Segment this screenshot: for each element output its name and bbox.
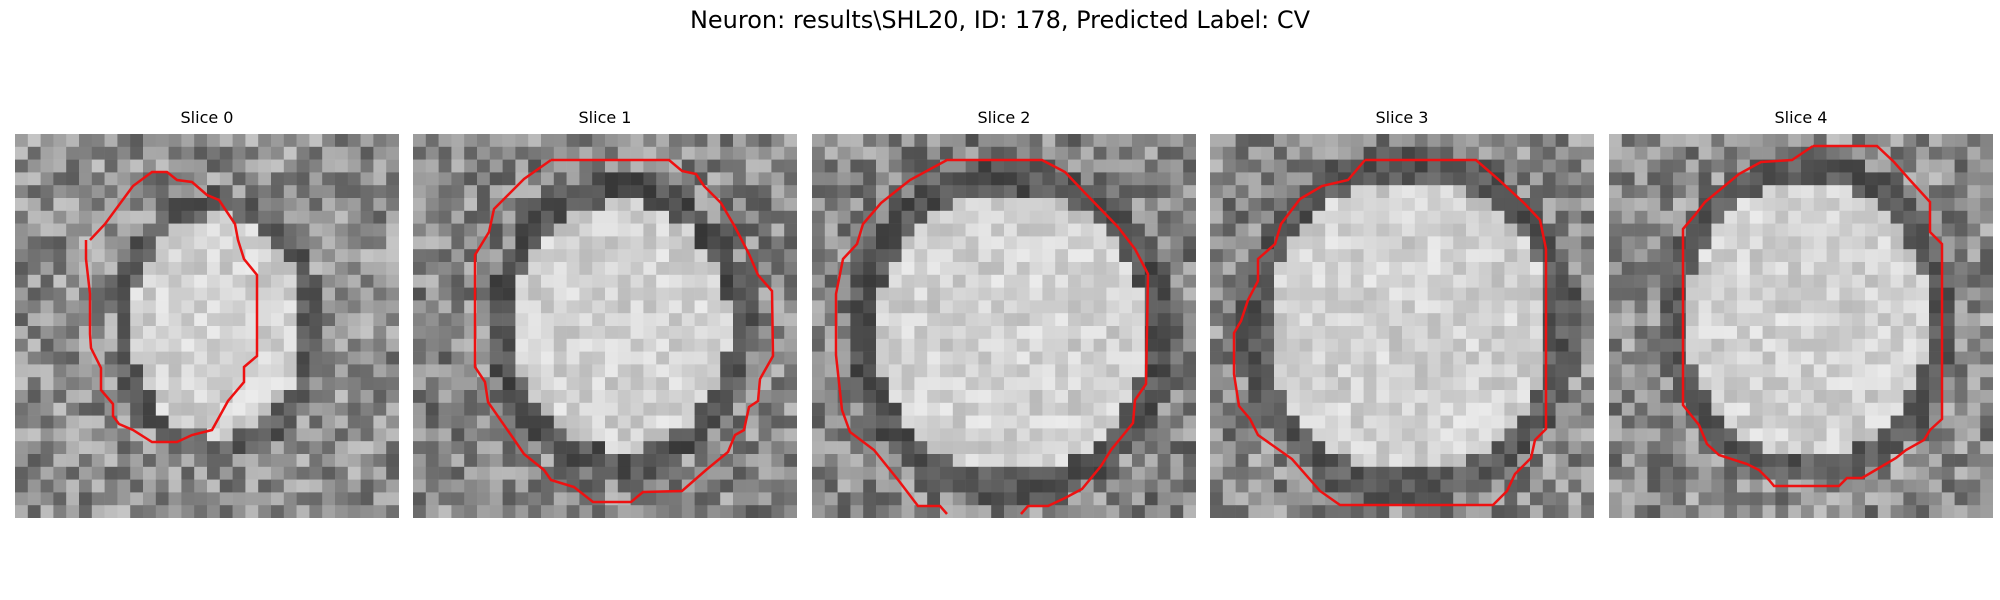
- grayscale-pixels: [15, 134, 399, 518]
- roi-contour: [84, 170, 259, 444]
- grayscale-pixels: [1609, 134, 1993, 518]
- slice-image-2: [812, 134, 1196, 518]
- slice-title-2: Slice 2: [977, 108, 1031, 127]
- slice-title-4: Slice 4: [1774, 108, 1828, 127]
- slice-title-0: Slice 0: [180, 108, 234, 127]
- slice-image-4: [1609, 134, 1993, 518]
- grayscale-pixels: [812, 134, 1196, 518]
- grayscale-pixels: [1210, 134, 1594, 518]
- slice-image-1: [413, 134, 797, 518]
- roi-contour: [1681, 144, 1944, 488]
- slice-image-0: [15, 134, 399, 518]
- slice-title-1: Slice 1: [578, 108, 632, 127]
- slice-image-3: [1210, 134, 1594, 518]
- grayscale-pixels: [413, 134, 797, 518]
- roi-contour: [834, 158, 1150, 515]
- figure-title: Neuron: results\SHL20, ID: 178, Predicte…: [689, 6, 1311, 34]
- roi-contour: [1232, 158, 1548, 507]
- roi-contour: [473, 158, 775, 504]
- slice-title-3: Slice 3: [1375, 108, 1429, 127]
